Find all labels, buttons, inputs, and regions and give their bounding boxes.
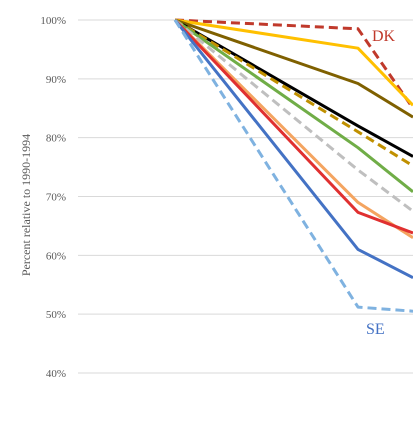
- series-line-2: [174, 18, 413, 107]
- series-line-6: [174, 18, 413, 193]
- y-tick-label: 100%: [40, 15, 66, 27]
- series-line-3: [174, 18, 413, 119]
- series-lines: [173, 18, 413, 313]
- series-line-5: [174, 18, 413, 168]
- series-annotations: DK SE: [366, 28, 396, 338]
- series-line-se: [173, 19, 413, 313]
- y-tick-label: 60%: [46, 250, 66, 262]
- y-tick-label: 40%: [46, 368, 66, 380]
- series-line-dk: [174, 18, 413, 110]
- y-tick-label: 90%: [46, 74, 66, 86]
- series-line-9: [173, 18, 413, 235]
- series-label-se: SE: [366, 321, 385, 338]
- y-axis-title: Percent relative to 1990-1994: [19, 134, 33, 276]
- series-line-7: [174, 18, 413, 213]
- series-line-10: [173, 19, 413, 280]
- y-tick-labels: 40% 50% 60% 70% 80% 90% 100%: [40, 15, 66, 380]
- series-line-8: [173, 18, 413, 239]
- y-tick-label: 70%: [46, 192, 66, 204]
- gridlines: [78, 19, 413, 374]
- series-label-dk: DK: [372, 28, 396, 45]
- y-tick-label: 80%: [46, 133, 66, 145]
- series-line-4: [174, 18, 413, 158]
- y-tick-label: 50%: [46, 309, 66, 321]
